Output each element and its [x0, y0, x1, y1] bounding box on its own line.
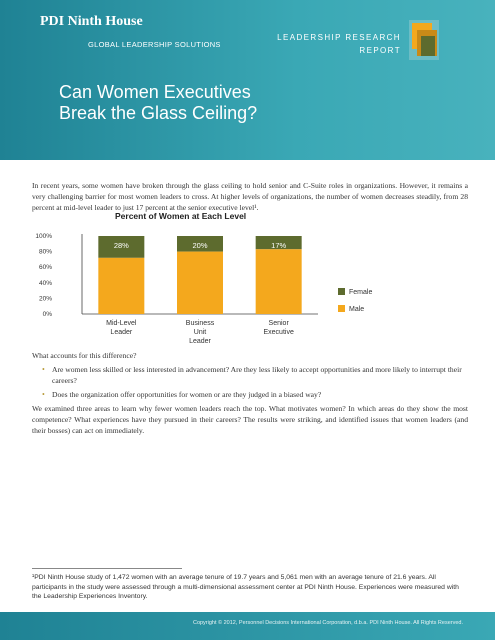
report-type-line1: LEADERSHIP RESEARCH: [277, 33, 401, 42]
title-line-1: Can Women Executives: [59, 82, 251, 102]
female-bar-segment: [177, 236, 223, 252]
intro-paragraph: In recent years, some women have broken …: [32, 181, 468, 212]
copyright-text: Copyright © 2012, Personnel Decisions In…: [192, 620, 463, 626]
category-label: Executive: [263, 329, 293, 336]
women-by-level-chart: 100% 80% 60% 40% 20% 0% 28% Mid-Level Leader 20% B…: [35, 233, 372, 345]
y-tick-label: 100%: [35, 233, 52, 240]
category-label: Leader: [110, 329, 132, 336]
y-tick-label: 60%: [39, 264, 52, 271]
female-bar-segment: [98, 236, 145, 258]
male-bar-segment: [255, 249, 302, 314]
report-type-line2: REPORT: [359, 46, 401, 55]
bullet-item: • Are women less skilled or less interes…: [40, 364, 468, 386]
legend-swatch-female: [338, 288, 345, 295]
bar-data-label: 17%: [271, 241, 286, 250]
category-label: Senior: [269, 320, 290, 327]
title-line-2: Break the Glass Ceiling?: [59, 103, 258, 123]
brand-name: PDI Ninth House: [40, 14, 143, 29]
y-tick-label: 0%: [43, 311, 53, 318]
category-label: Leader: [189, 338, 211, 345]
footer-banner: Copyright © 2012, Personnel Decisions In…: [0, 612, 495, 640]
footnote: ¹PDI Ninth House study of 1,472 women wi…: [32, 574, 459, 600]
category-label: Mid-Level: [106, 320, 137, 327]
male-bar-segment: [177, 251, 223, 314]
legend-swatch-male: [338, 305, 345, 312]
legend-label-female: Female: [349, 289, 372, 296]
footnote-divider: [32, 568, 182, 569]
y-tick-label: 20%: [39, 295, 52, 302]
question-text: What accounts for this difference?: [32, 351, 137, 360]
y-tick-label: 40%: [39, 280, 52, 287]
bullet-text: Does the organization offer opportunitie…: [52, 390, 322, 399]
bar-data-label: 28%: [114, 241, 129, 250]
male-bar-segment: [98, 257, 145, 314]
brand-tagline: GLOBAL LEADERSHIP SOLUTIONS: [88, 40, 221, 49]
bullet-dot-icon: •: [42, 365, 45, 374]
category-label: Business: [186, 320, 215, 327]
closing-paragraph: We examined three areas to learn why few…: [32, 404, 468, 435]
bullet-dot-icon: •: [42, 390, 45, 399]
category-label: Unit: [194, 329, 207, 336]
report-header-banner: PDI Ninth House GLOBAL LEADERSHIP SOLUTI…: [0, 0, 495, 160]
legend-label-male: Male: [349, 306, 364, 313]
bullet-item: • Does the organization offer opportunit…: [40, 389, 468, 400]
bullet-text: Are women less skilled or less intereste…: [52, 365, 462, 385]
female-bar-segment: [255, 236, 302, 250]
bar-data-label: 20%: [192, 241, 207, 250]
chart-title: Percent of Women at Each Level: [115, 211, 247, 221]
brand-logo-icon: [409, 20, 439, 60]
page-title: Can Women Executives Break the Glass Cei…: [59, 82, 459, 124]
y-tick-label: 80%: [39, 249, 52, 256]
